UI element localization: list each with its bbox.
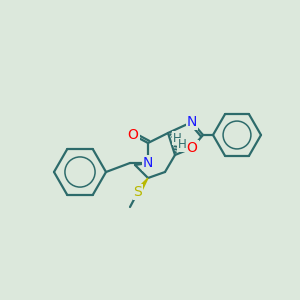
Text: H: H [172,131,182,145]
Text: H: H [178,139,186,152]
Text: N: N [187,115,197,129]
Text: S: S [134,185,142,199]
Text: O: O [128,128,138,142]
Text: N: N [143,156,153,170]
Text: O: O [187,141,197,155]
Polygon shape [136,178,148,194]
